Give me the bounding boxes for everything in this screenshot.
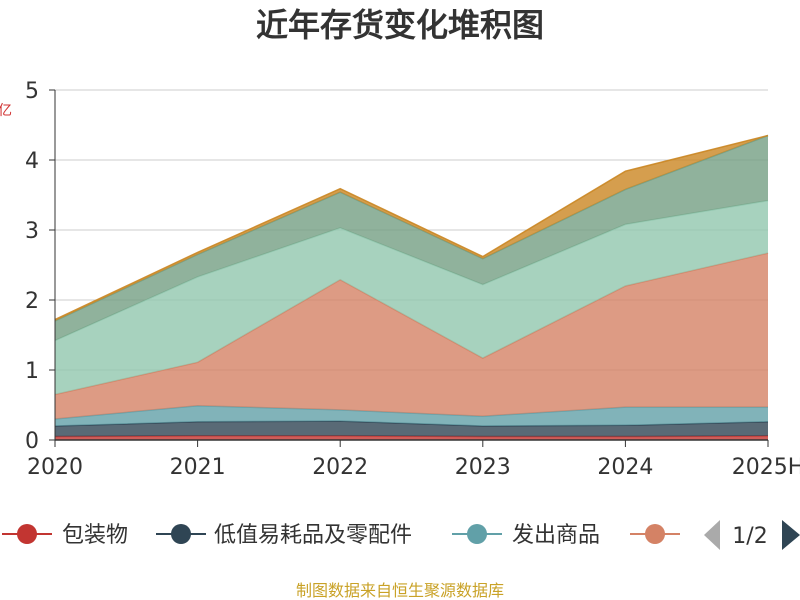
- legend-label: 包装物: [62, 523, 128, 548]
- x-tick-label: 2022: [312, 455, 368, 480]
- area-series-2: [55, 405, 768, 426]
- legend-marker: [645, 524, 665, 544]
- y-tick-label: 5: [25, 79, 39, 104]
- legend-label: 低值易耗品及零配件: [214, 523, 412, 548]
- area-series-3: [55, 253, 768, 419]
- x-tick-label: 2020: [27, 455, 83, 480]
- data-source-note: 制图数据来自恒生聚源数据库: [296, 581, 504, 600]
- legend-item-3[interactable]: [630, 524, 680, 544]
- legend-marker: [17, 524, 37, 544]
- series-line-6: [54, 134, 769, 321]
- legend-item-0[interactable]: 包装物: [2, 523, 128, 548]
- triangle-right-icon[interactable]: [782, 520, 800, 550]
- y-axis-label: 亿: [0, 103, 12, 119]
- legend-pager: 1/2: [704, 520, 800, 550]
- legend-item-2[interactable]: 发出商品: [452, 523, 600, 548]
- area-series: [54, 134, 769, 440]
- legend-label: 发出商品: [512, 523, 600, 548]
- x-tick-label: 2023: [455, 455, 511, 480]
- legend-marker: [467, 524, 487, 544]
- y-tick-label: 4: [25, 149, 39, 174]
- x-tick-label: 2021: [170, 455, 226, 480]
- area-series-4: [55, 200, 768, 395]
- x-tick-label: 2025H: [732, 455, 800, 480]
- y-tick-label: 0: [25, 429, 39, 454]
- legend-marker: [171, 524, 191, 544]
- legend-page-indicator: 1/2: [732, 524, 767, 549]
- triangle-left-icon[interactable]: [704, 520, 720, 550]
- area-series-5: [55, 135, 768, 341]
- y-tick-label: 2: [25, 289, 39, 314]
- axes: 0 1 2 3 4 5 2020 2021 2022 2023 2024 2025H: [25, 79, 800, 480]
- legend: 包装物 低值易耗品及零配件 发出商品: [2, 523, 680, 548]
- area-series-1: [55, 421, 768, 437]
- x-tick-label: 2024: [597, 455, 653, 480]
- legend-item-1[interactable]: 低值易耗品及零配件: [156, 523, 412, 548]
- chart-title: 近年存货变化堆积图: [256, 6, 544, 44]
- y-tick-label: 1: [25, 359, 39, 384]
- y-tick-label: 3: [25, 219, 39, 244]
